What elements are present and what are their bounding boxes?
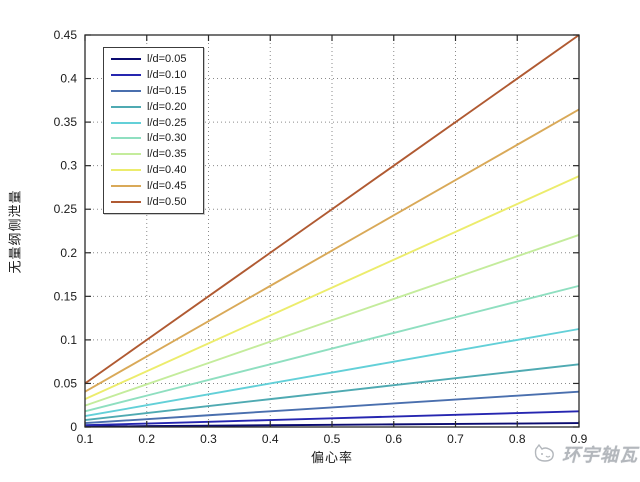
y-axis-label: 无量纲侧泄量 <box>7 189 23 274</box>
svg-text:0: 0 <box>70 420 77 434</box>
watermark-text: 环宇轴瓦 <box>562 445 638 465</box>
legend-item: l/d=0.20 <box>104 99 203 114</box>
legend-box: l/d=0.05 l/d=0.10 l/d=0.15 l/d=0.20 l/d=0.25… <box>103 47 204 214</box>
svg-text:0.05: 0.05 <box>54 376 78 390</box>
svg-text:0.2: 0.2 <box>138 432 155 446</box>
svg-text:0.3: 0.3 <box>200 432 217 446</box>
svg-text:0.15: 0.15 <box>54 289 78 303</box>
legend-item: l/d=0.25 <box>104 115 203 130</box>
y-tick-labels: 0 0.05 0.1 0.15 0.2 0.25 0.3 0.35 0.4 0.45 <box>54 28 78 434</box>
tick-marks <box>84 34 580 428</box>
series-line <box>84 234 580 407</box>
legend-item: l/d=0.35 <box>104 147 203 162</box>
svg-text:0.7: 0.7 <box>447 432 464 446</box>
legend-item: l/d=0.10 <box>104 67 203 82</box>
legend-item: l/d=0.40 <box>104 163 203 178</box>
series-line <box>84 328 580 418</box>
legend-line-sample <box>111 89 141 92</box>
svg-text:0.45: 0.45 <box>54 28 78 42</box>
svg-text:0.9: 0.9 <box>571 432 588 446</box>
legend-line-sample <box>111 200 141 203</box>
legend-label: l/d=0.40 <box>147 164 187 177</box>
legend-line-sample <box>111 105 141 108</box>
legend-label: l/d=0.45 <box>147 180 187 193</box>
series-line <box>84 284 580 413</box>
legend-line-sample <box>111 57 141 60</box>
legend-label: l/d=0.15 <box>147 84 187 97</box>
watermark: 环宇轴瓦 <box>532 441 638 467</box>
svg-text:0.1: 0.1 <box>60 333 77 347</box>
svg-text:0.6: 0.6 <box>385 432 402 446</box>
cat-sketch-icon <box>534 443 554 462</box>
legend-item: l/d=0.30 <box>104 131 203 146</box>
series-line <box>84 34 580 385</box>
legend-label: l/d=0.10 <box>147 68 187 81</box>
legend-line-sample <box>111 73 141 76</box>
legend-item: l/d=0.15 <box>104 83 203 98</box>
legend-line-sample <box>111 185 141 188</box>
series-lines <box>84 34 580 428</box>
svg-text:0.4: 0.4 <box>60 72 77 86</box>
svg-text:0.3: 0.3 <box>60 159 77 173</box>
x-axis-label: 偏心率 <box>310 450 353 465</box>
legend-label: l/d=0.50 <box>147 195 187 208</box>
legend-label: l/d=0.25 <box>147 116 187 129</box>
legend-item: l/d=0.05 <box>104 51 203 66</box>
x-tick-labels: 0.1 0.2 0.3 0.4 0.5 0.6 0.7 0.8 0.9 <box>77 432 588 446</box>
legend-line-sample <box>111 153 141 156</box>
series-line <box>84 410 580 427</box>
series-line <box>84 363 580 421</box>
legend-line-sample <box>111 121 141 124</box>
legend-label: l/d=0.35 <box>147 148 187 161</box>
legend-label: l/d=0.05 <box>147 52 187 65</box>
svg-text:0.4: 0.4 <box>262 432 279 446</box>
svg-text:0.1: 0.1 <box>77 432 94 446</box>
series-line <box>84 108 580 393</box>
legend-item: l/d=0.50 <box>104 194 203 209</box>
svg-text:0.5: 0.5 <box>324 432 341 446</box>
series-line <box>84 175 580 400</box>
svg-text:0.8: 0.8 <box>509 432 526 446</box>
legend-line-sample <box>111 137 141 140</box>
legend-item: l/d=0.45 <box>104 179 203 194</box>
svg-text:0.25: 0.25 <box>54 202 78 216</box>
svg-text:0.35: 0.35 <box>54 115 78 129</box>
svg-text:0.2: 0.2 <box>60 246 77 260</box>
legend-label: l/d=0.30 <box>147 132 187 145</box>
series-line <box>84 390 580 425</box>
legend-label: l/d=0.20 <box>147 100 187 113</box>
legend-line-sample <box>111 169 141 172</box>
